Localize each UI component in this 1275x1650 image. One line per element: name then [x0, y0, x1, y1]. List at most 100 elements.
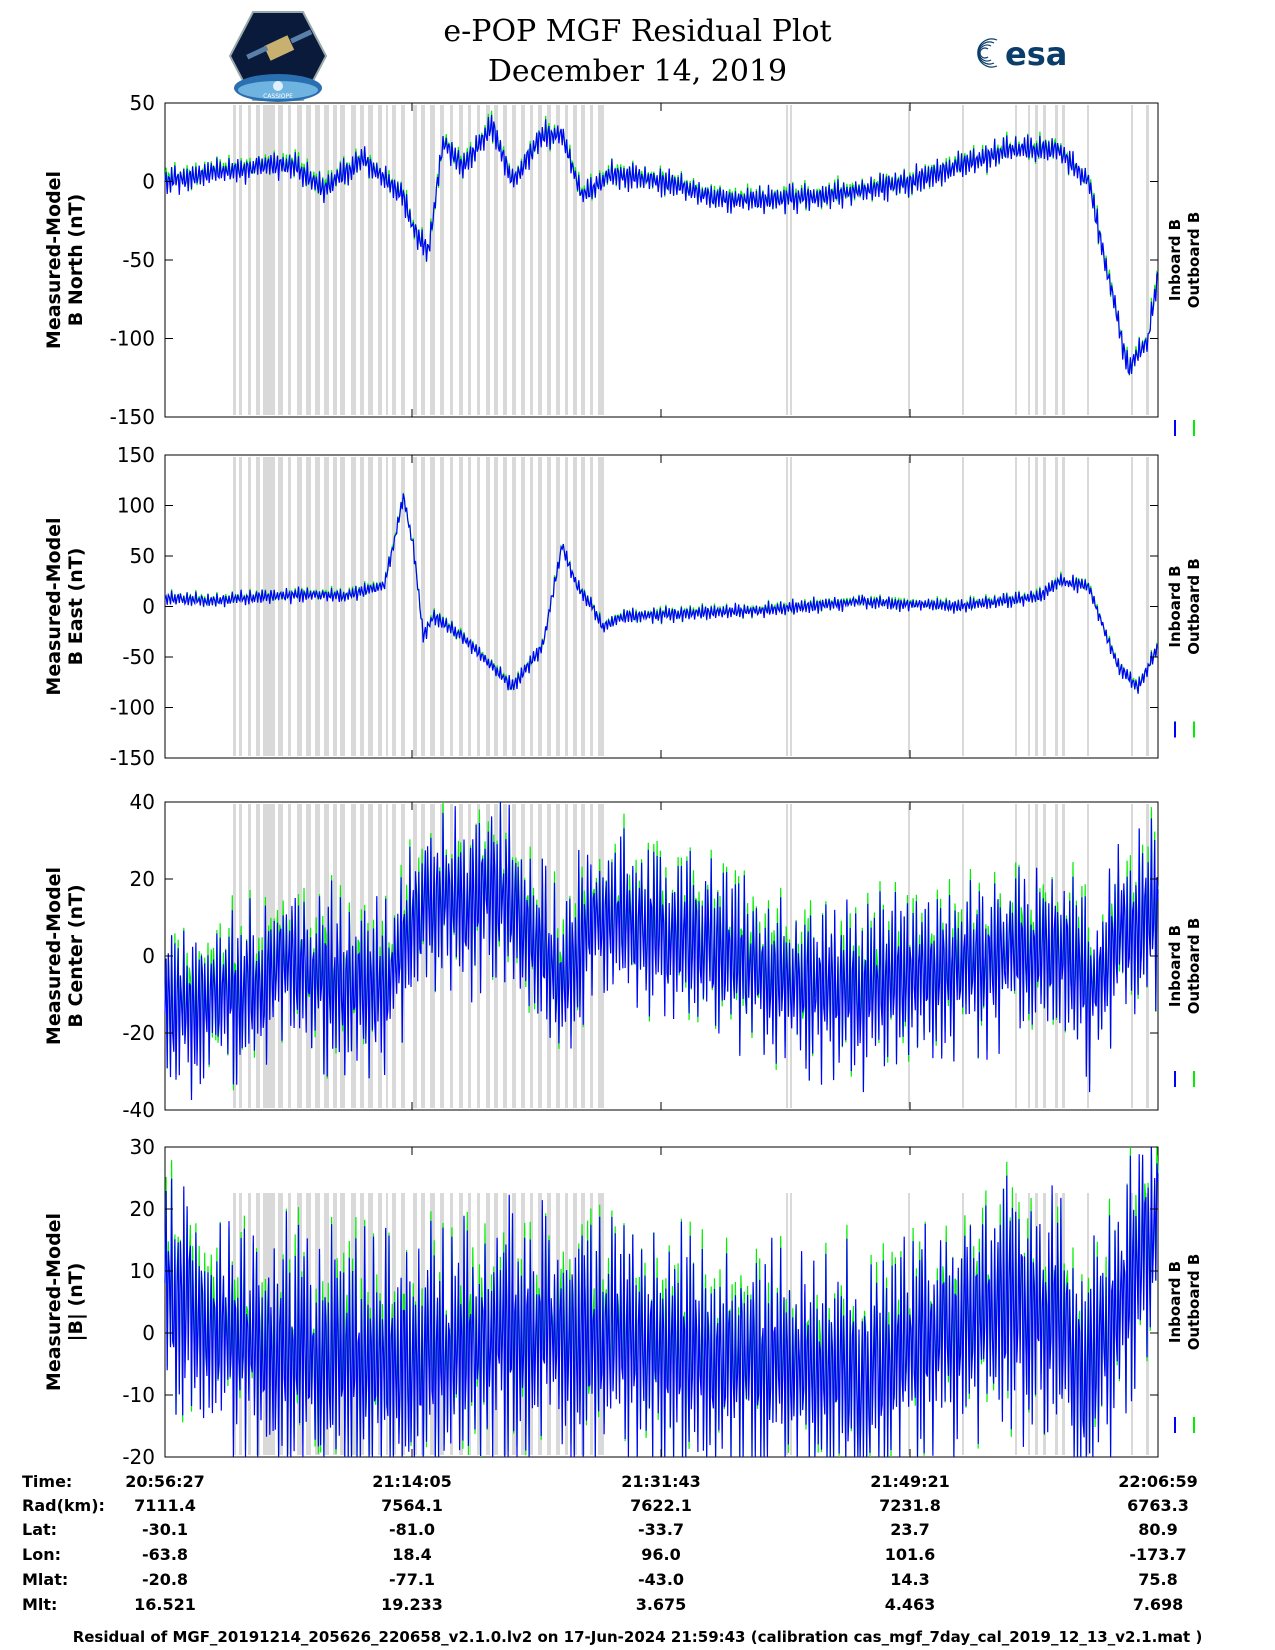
info-value: 4.463 [884, 1595, 936, 1614]
data-gap-shading [233, 105, 1149, 415]
gap-band [468, 804, 471, 1108]
info-value: 23.7 [890, 1520, 930, 1539]
y-tick-label: 0 [142, 944, 155, 968]
gap-band [392, 457, 396, 756]
gap-band [512, 457, 516, 756]
panel-1: -150 -100 -50 0 50 Measured-ModelB North (nT)… [43, 91, 1203, 436]
gap-band [1131, 457, 1133, 756]
gap-band [790, 457, 792, 756]
info-value: 3.675 [635, 1595, 687, 1614]
gap-band [233, 105, 236, 415]
info-value: 7622.1 [630, 1496, 692, 1515]
gap-band [521, 105, 525, 415]
y-tick-label: -50 [122, 645, 155, 669]
gap-band [421, 105, 425, 415]
gap-band [386, 105, 388, 415]
gap-band [573, 105, 577, 415]
gap-band [547, 105, 551, 415]
y-tick-label: -150 [110, 746, 155, 770]
gap-band [459, 457, 463, 756]
info-value: -43.0 [637, 1570, 685, 1589]
gap-band [1015, 457, 1017, 756]
gap-band [263, 457, 275, 756]
gap-band [440, 457, 444, 756]
gap-band [556, 105, 560, 415]
info-value: -63.8 [141, 1545, 189, 1564]
panel-4: -20 -10 0 10 20 30 Measured-Model|B| (nT) Inboa… [43, 1135, 1203, 1469]
gap-band [538, 457, 542, 756]
gap-band [401, 457, 405, 756]
info-value: 14.3 [890, 1570, 930, 1589]
gap-band [392, 105, 396, 415]
y-tick-label: -20 [122, 1021, 155, 1045]
panel-2: -150 -100 -50 0 50 100 150 Measured-ModelB East… [43, 443, 1203, 770]
info-value: -81.0 [388, 1520, 436, 1539]
gap-band [421, 457, 425, 756]
gap-band [368, 457, 373, 756]
gap-band [786, 105, 788, 415]
gap-band [1028, 804, 1030, 1108]
gap-band [1131, 105, 1133, 415]
gap-band [333, 457, 337, 756]
info-value: -33.7 [637, 1520, 685, 1539]
info-row-label: Mlt: [22, 1595, 58, 1614]
gap-band [430, 457, 435, 756]
gap-band [340, 804, 345, 1108]
info-value: 20:56:27 [125, 1472, 205, 1491]
cassiope-logo: CASSIOPE [228, 11, 328, 102]
gap-band [1028, 457, 1030, 756]
gap-band [503, 457, 507, 756]
gap-band [486, 804, 490, 1108]
gap-band [547, 457, 551, 756]
y-tick-label: -50 [122, 248, 155, 272]
gap-band [421, 804, 425, 1108]
gap-band [521, 457, 525, 756]
plot-date: December 14, 2019 [487, 54, 788, 89]
gap-band [351, 457, 356, 756]
gap-band [790, 105, 792, 415]
gap-band [278, 457, 283, 756]
info-value: -77.1 [388, 1570, 436, 1589]
gap-band [278, 804, 283, 1108]
legend-label: Inboard B [1166, 565, 1184, 647]
gap-band [494, 105, 498, 415]
gap-band [430, 804, 435, 1108]
info-value: 7231.8 [879, 1496, 941, 1515]
info-value: 6763.3 [1127, 1496, 1189, 1515]
gap-band [386, 804, 388, 1108]
gap-band [1055, 457, 1058, 756]
gap-band [324, 457, 329, 756]
info-value: 21:31:43 [621, 1472, 701, 1491]
gap-band [556, 457, 560, 756]
gap-band [494, 457, 498, 756]
gap-band [468, 105, 471, 415]
gap-band [306, 457, 311, 756]
info-value: 96.0 [641, 1545, 681, 1564]
panel-3: -40 -20 0 20 40 Measured-ModelB Center (nT) In… [43, 790, 1203, 1122]
gap-band [297, 457, 302, 756]
gap-band [340, 105, 345, 415]
gap-band [306, 804, 311, 1108]
gap-band [378, 457, 382, 756]
info-value: 18.4 [392, 1545, 432, 1564]
esa-logo-text: esa [1005, 35, 1067, 73]
gap-band [315, 1193, 320, 1455]
info-value: 7111.4 [134, 1496, 196, 1515]
gap-band [512, 1193, 516, 1455]
gap-band [1035, 457, 1038, 756]
gap-band [351, 105, 356, 415]
gap-band [512, 105, 516, 415]
gap-band [908, 804, 910, 1108]
y-tick-label: 0 [142, 1321, 155, 1345]
gap-band [477, 804, 480, 1108]
gap-band [530, 457, 533, 756]
gap-band [368, 105, 373, 415]
gap-band [538, 105, 542, 415]
legend-label: Outboard B [1185, 918, 1203, 1015]
y-tick-label: 30 [130, 1135, 155, 1159]
gap-band [581, 457, 585, 756]
gap-band [421, 1193, 425, 1455]
gap-band [288, 105, 291, 415]
info-row-label: Time: [22, 1472, 73, 1491]
